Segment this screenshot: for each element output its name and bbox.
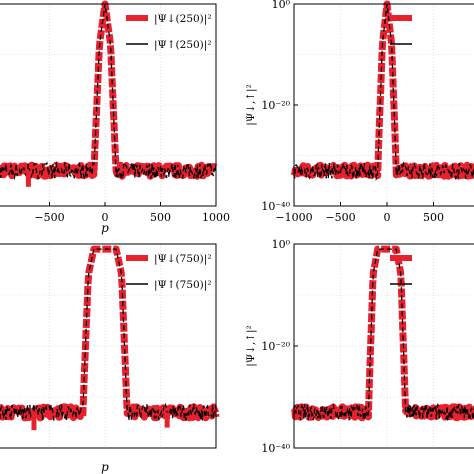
y-tick-label: 10⁻²⁰ <box>261 340 290 353</box>
x-tick-label: 500 <box>423 211 444 224</box>
legend-label-up: |Ψ↑(750)|² <box>154 279 212 292</box>
x-tick-label: 0 <box>384 211 391 224</box>
x-axis-label: p <box>101 221 109 235</box>
x-tick-label: −1000 <box>275 211 312 224</box>
series-line-down <box>291 245 474 422</box>
chart-panel-4: 10⁰ 10⁻²⁰ 10⁻⁴⁰ |Ψ↓,↑|² <box>245 238 474 455</box>
series-line-up <box>0 248 217 421</box>
legend-label-down: |Ψ↓(250)|² <box>154 13 212 26</box>
legend-label-up: |Ψ↑(250)|² <box>154 39 212 52</box>
legend-label-down: |Ψ↓(750)|² <box>154 253 212 266</box>
series-line-up <box>293 248 474 422</box>
y-tick-label: 10⁰ <box>272 0 291 11</box>
x-axis-label: p <box>101 460 109 474</box>
y-axis-label: |Ψ↓,↑|² <box>245 325 258 366</box>
y-tick-label: 10⁻⁴⁰ <box>261 200 290 213</box>
y-tick-label: 10⁻⁴⁰ <box>261 442 290 455</box>
series-line-down <box>0 245 220 422</box>
x-tick-label: 0 <box>102 211 109 224</box>
chart-panel-3: p |Ψ↓(750)|² |Ψ↑(750)|² <box>0 243 220 474</box>
x-tick-label: −500 <box>325 211 355 224</box>
x-tick-label: 1000 <box>202 211 230 224</box>
chart-panel-2: −1000 −500 0 500 10⁰ 10⁻²⁰ 10⁻⁴⁰ |Ψ↓,↑|² <box>245 0 474 224</box>
x-tick-label: −500 <box>34 211 64 224</box>
x-tick-label: 500 <box>150 211 171 224</box>
y-axis-label: |Ψ↓,↑|² <box>245 84 258 125</box>
y-tick-label: 10⁰ <box>272 238 291 251</box>
chart-panel-1: −500 0 500 1000 p |Ψ↓(250)|² |Ψ↑(250)|² <box>0 0 230 235</box>
plot-frame <box>0 243 217 449</box>
y-tick-label: 10⁻²⁰ <box>261 99 290 112</box>
series-line-down <box>0 0 219 180</box>
